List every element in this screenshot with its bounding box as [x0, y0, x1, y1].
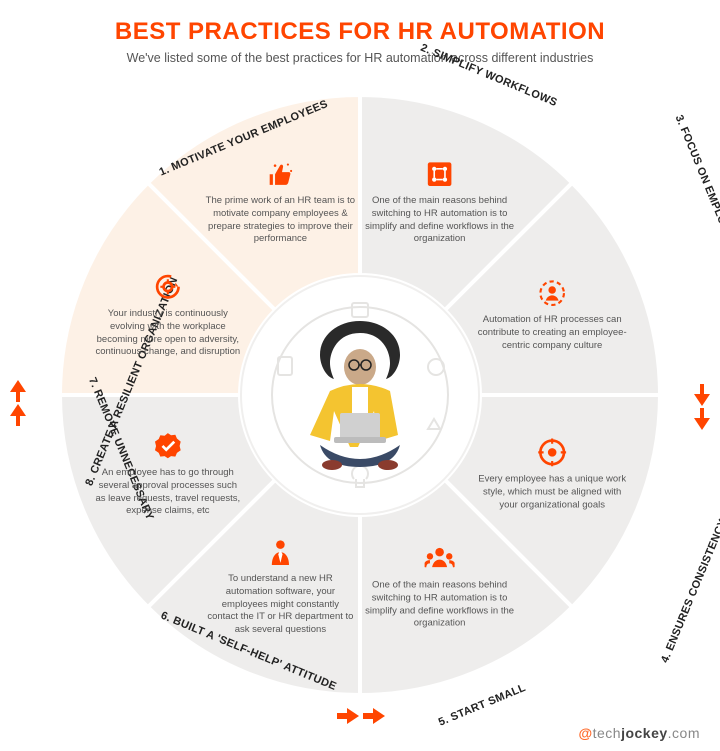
slice-text-4: Every employee has a unique work style, … [477, 473, 627, 511]
bottom-arrow-icon [335, 705, 385, 727]
footer-brand: @techjockey.com [578, 725, 700, 741]
right-arrow-icon [690, 380, 714, 430]
page-title: BEST PRACTICES FOR HR AUTOMATION [20, 18, 700, 46]
slice-text-7: An employee has to go through several ap… [93, 467, 243, 518]
header: BEST PRACTICES FOR HR AUTOMATION We've l… [0, 0, 720, 73]
slice-content-6: To understand a new HR automation softwa… [205, 537, 355, 637]
page-subtitle: We've listed some of the best practices … [20, 51, 700, 65]
slice-text-3: Automation of HR processes can contribut… [477, 314, 627, 352]
slice-text-1: The prime work of an HR team is to motiv… [205, 195, 355, 246]
brand-jockey: jockey [621, 725, 668, 741]
team-icon [425, 544, 455, 574]
brand-dotcom: .com [668, 725, 700, 741]
slice-content-4: Every employee has a unique work style, … [477, 437, 627, 511]
thumbs-up-icon [265, 159, 295, 189]
slice-label-3: 3. FOCUS ON EMPLOYEE NEED [673, 113, 720, 280]
slice-content-7: An employee has to go through several ap… [93, 431, 243, 518]
slice-content-1: The prime work of an HR team is to motiv… [205, 159, 355, 246]
gear-cycle-icon [153, 272, 183, 302]
slice-text-6: To understand a new HR automation softwa… [205, 573, 355, 637]
brand-at: @ [578, 725, 592, 741]
employee-ring-icon [537, 278, 567, 308]
slice-label-4: 4. ENSURES CONSISTENCY [659, 517, 720, 664]
slice-text-5: One of the main reasons behind switching… [365, 580, 515, 631]
workflow-icon [425, 159, 455, 189]
wheel: 1. MOTIVATE YOUR EMPLOYEESThe prime work… [60, 95, 660, 695]
brand-tech: tech [593, 725, 621, 741]
center-illustration [260, 295, 460, 495]
businessman-icon [265, 537, 295, 567]
check-badge-icon [153, 431, 183, 461]
slice-text-8: Your industry is continuously evolving w… [93, 308, 243, 359]
slice-content-8: Your industry is continuously evolving w… [93, 272, 243, 359]
slice-content-5: One of the main reasons behind switching… [365, 544, 515, 631]
slice-content-2: One of the main reasons behind switching… [365, 159, 515, 246]
left-arrow-icon [6, 380, 30, 430]
slice-content-3: Automation of HR processes can contribut… [477, 278, 627, 352]
center-ring [240, 275, 480, 515]
target-icon [537, 437, 567, 467]
slice-text-2: One of the main reasons behind switching… [365, 195, 515, 246]
